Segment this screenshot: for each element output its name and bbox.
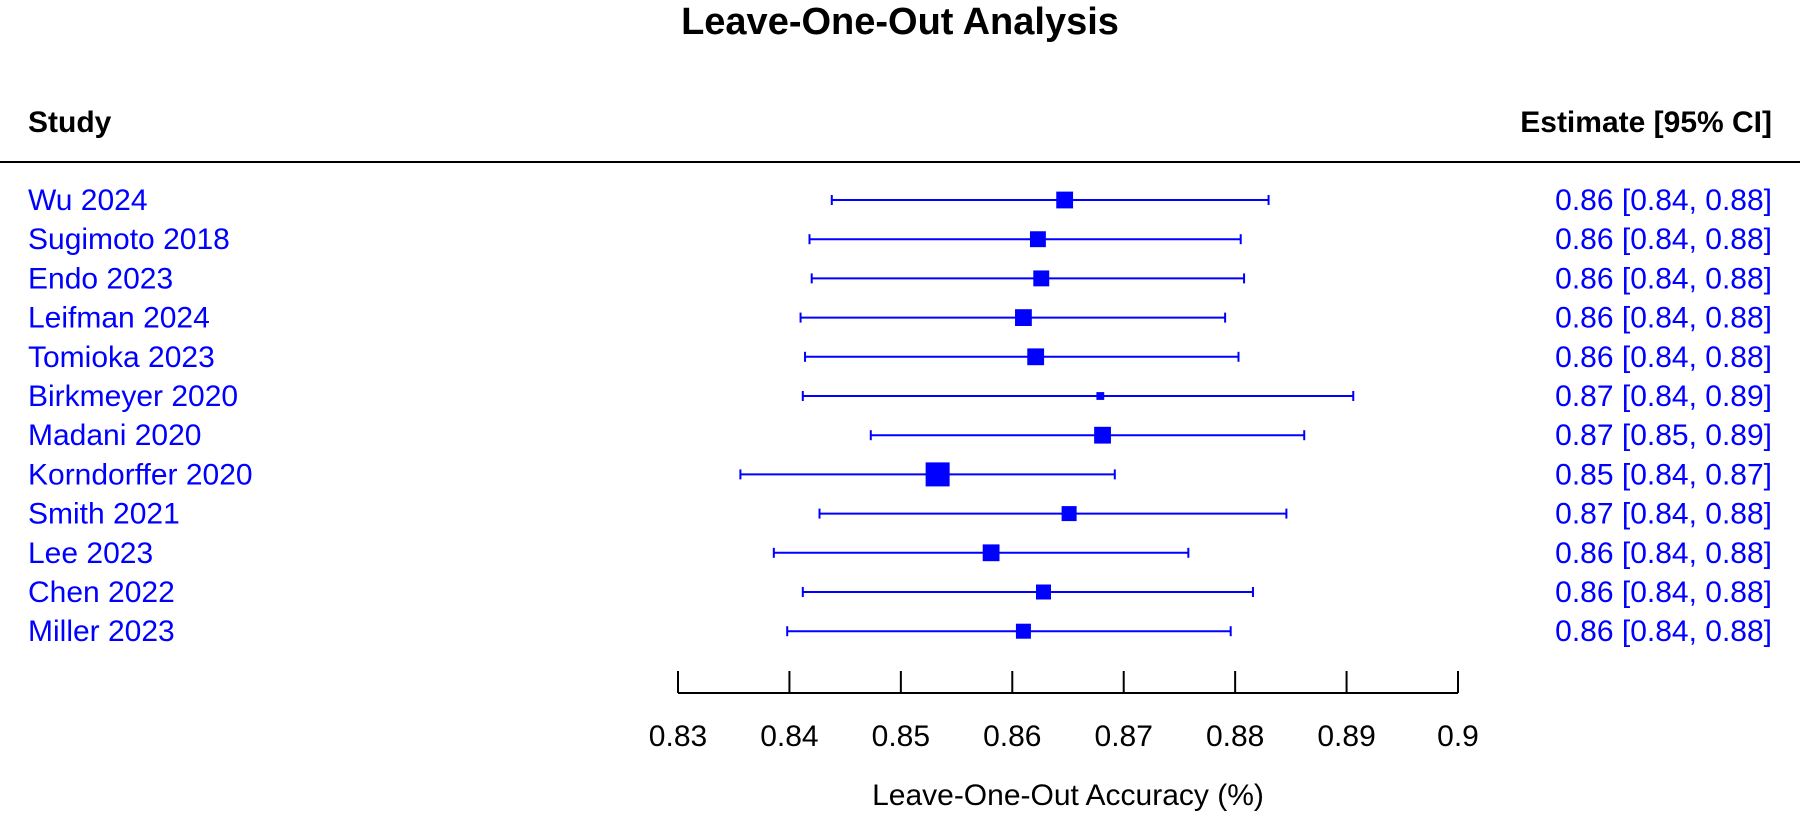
x-tick-label: 0.9 xyxy=(1437,720,1479,753)
table-row: Lee 2023 0.86 [0.84, 0.88] xyxy=(28,537,1772,570)
estimate-label: 0.86 [0.84, 0.88] xyxy=(1555,262,1772,295)
estimate-label: 0.86 [0.84, 0.88] xyxy=(1555,184,1772,217)
study-label: Birkmeyer 2020 xyxy=(28,380,238,413)
x-tick-label: 0.86 xyxy=(983,720,1041,753)
point-estimate-square xyxy=(1035,584,1051,600)
table-row: Madani 2020 0.87 [0.85, 0.89] xyxy=(28,419,1772,452)
point-estimate-square xyxy=(1056,191,1074,209)
x-tick-label: 0.85 xyxy=(872,720,930,753)
table-row: Sugimoto 2018 0.86 [0.84, 0.88] xyxy=(28,223,1772,256)
study-label: Wu 2024 xyxy=(28,184,148,217)
study-rows: Wu 2024 0.86 [0.84, 0.88] Sugimoto 2018 0.8… xyxy=(28,184,1772,648)
point-estimate-square xyxy=(1015,309,1032,326)
x-axis-label: Leave-One-Out Accuracy (%) xyxy=(872,779,1264,812)
estimate-label: 0.86 [0.84, 0.88] xyxy=(1555,576,1772,609)
study-label: Korndorffer 2020 xyxy=(28,458,253,491)
study-label: Endo 2023 xyxy=(28,262,173,295)
table-row: Miller 2023 0.86 [0.84, 0.88] xyxy=(28,615,1772,648)
estimate-label: 0.86 [0.84, 0.88] xyxy=(1555,302,1772,335)
point-estimate-square xyxy=(1096,392,1105,400)
estimate-label: 0.87 [0.84, 0.89] xyxy=(1555,380,1772,413)
estimate-label: 0.86 [0.84, 0.88] xyxy=(1555,341,1772,374)
table-row: Tomioka 2023 0.86 [0.84, 0.88] xyxy=(28,341,1772,374)
point-estimate-square xyxy=(1015,623,1031,639)
chart-title: Leave-One-Out Analysis xyxy=(681,1,1119,43)
point-estimate-square xyxy=(925,462,950,487)
x-tick-label: 0.84 xyxy=(760,720,818,753)
study-label: Leifman 2024 xyxy=(28,302,210,335)
table-row: Birkmeyer 2020 0.87 [0.84, 0.89] xyxy=(28,380,1772,413)
table-row: Wu 2024 0.86 [0.84, 0.88] xyxy=(28,184,1772,217)
x-tick-label: 0.88 xyxy=(1206,720,1264,753)
table-row: Korndorffer 2020 0.85 [0.84, 0.87] xyxy=(28,458,1772,491)
table-row: Smith 2021 0.87 [0.84, 0.88] xyxy=(28,498,1772,531)
x-tick-label: 0.83 xyxy=(649,720,707,753)
study-label: Madani 2020 xyxy=(28,419,201,452)
study-label: Miller 2023 xyxy=(28,615,175,648)
study-label: Lee 2023 xyxy=(28,537,153,570)
point-estimate-square xyxy=(1094,426,1111,444)
table-row: Endo 2023 0.86 [0.84, 0.88] xyxy=(28,262,1772,295)
point-estimate-square xyxy=(1027,348,1045,366)
point-estimate-square xyxy=(1033,270,1050,287)
point-estimate-square xyxy=(1029,231,1046,248)
x-tick-label: 0.87 xyxy=(1095,720,1153,753)
estimate-label: 0.86 [0.84, 0.88] xyxy=(1555,537,1772,570)
estimate-label: 0.86 [0.84, 0.88] xyxy=(1555,223,1772,256)
estimate-label: 0.86 [0.84, 0.88] xyxy=(1555,615,1772,648)
estimate-label: 0.85 [0.84, 0.87] xyxy=(1555,458,1772,491)
table-row: Leifman 2024 0.86 [0.84, 0.88] xyxy=(28,302,1772,335)
estimate-label: 0.87 [0.85, 0.89] xyxy=(1555,419,1772,452)
study-column-header: Study xyxy=(28,106,112,139)
study-label: Chen 2022 xyxy=(28,576,175,609)
x-axis: 0.83 0.84 0.85 0.86 0.87 0.88 0.89 0.9 xyxy=(649,671,1479,753)
study-label: Smith 2021 xyxy=(28,498,180,531)
point-estimate-square xyxy=(982,544,1000,562)
point-estimate-square xyxy=(1061,506,1077,522)
estimate-label: 0.87 [0.84, 0.88] xyxy=(1555,498,1772,531)
study-label: Sugimoto 2018 xyxy=(28,223,230,256)
table-row: Chen 2022 0.86 [0.84, 0.88] xyxy=(28,576,1772,609)
estimate-column-header: Estimate [95% CI] xyxy=(1520,106,1772,139)
x-tick-label: 0.89 xyxy=(1317,720,1375,753)
study-label: Tomioka 2023 xyxy=(28,341,215,374)
